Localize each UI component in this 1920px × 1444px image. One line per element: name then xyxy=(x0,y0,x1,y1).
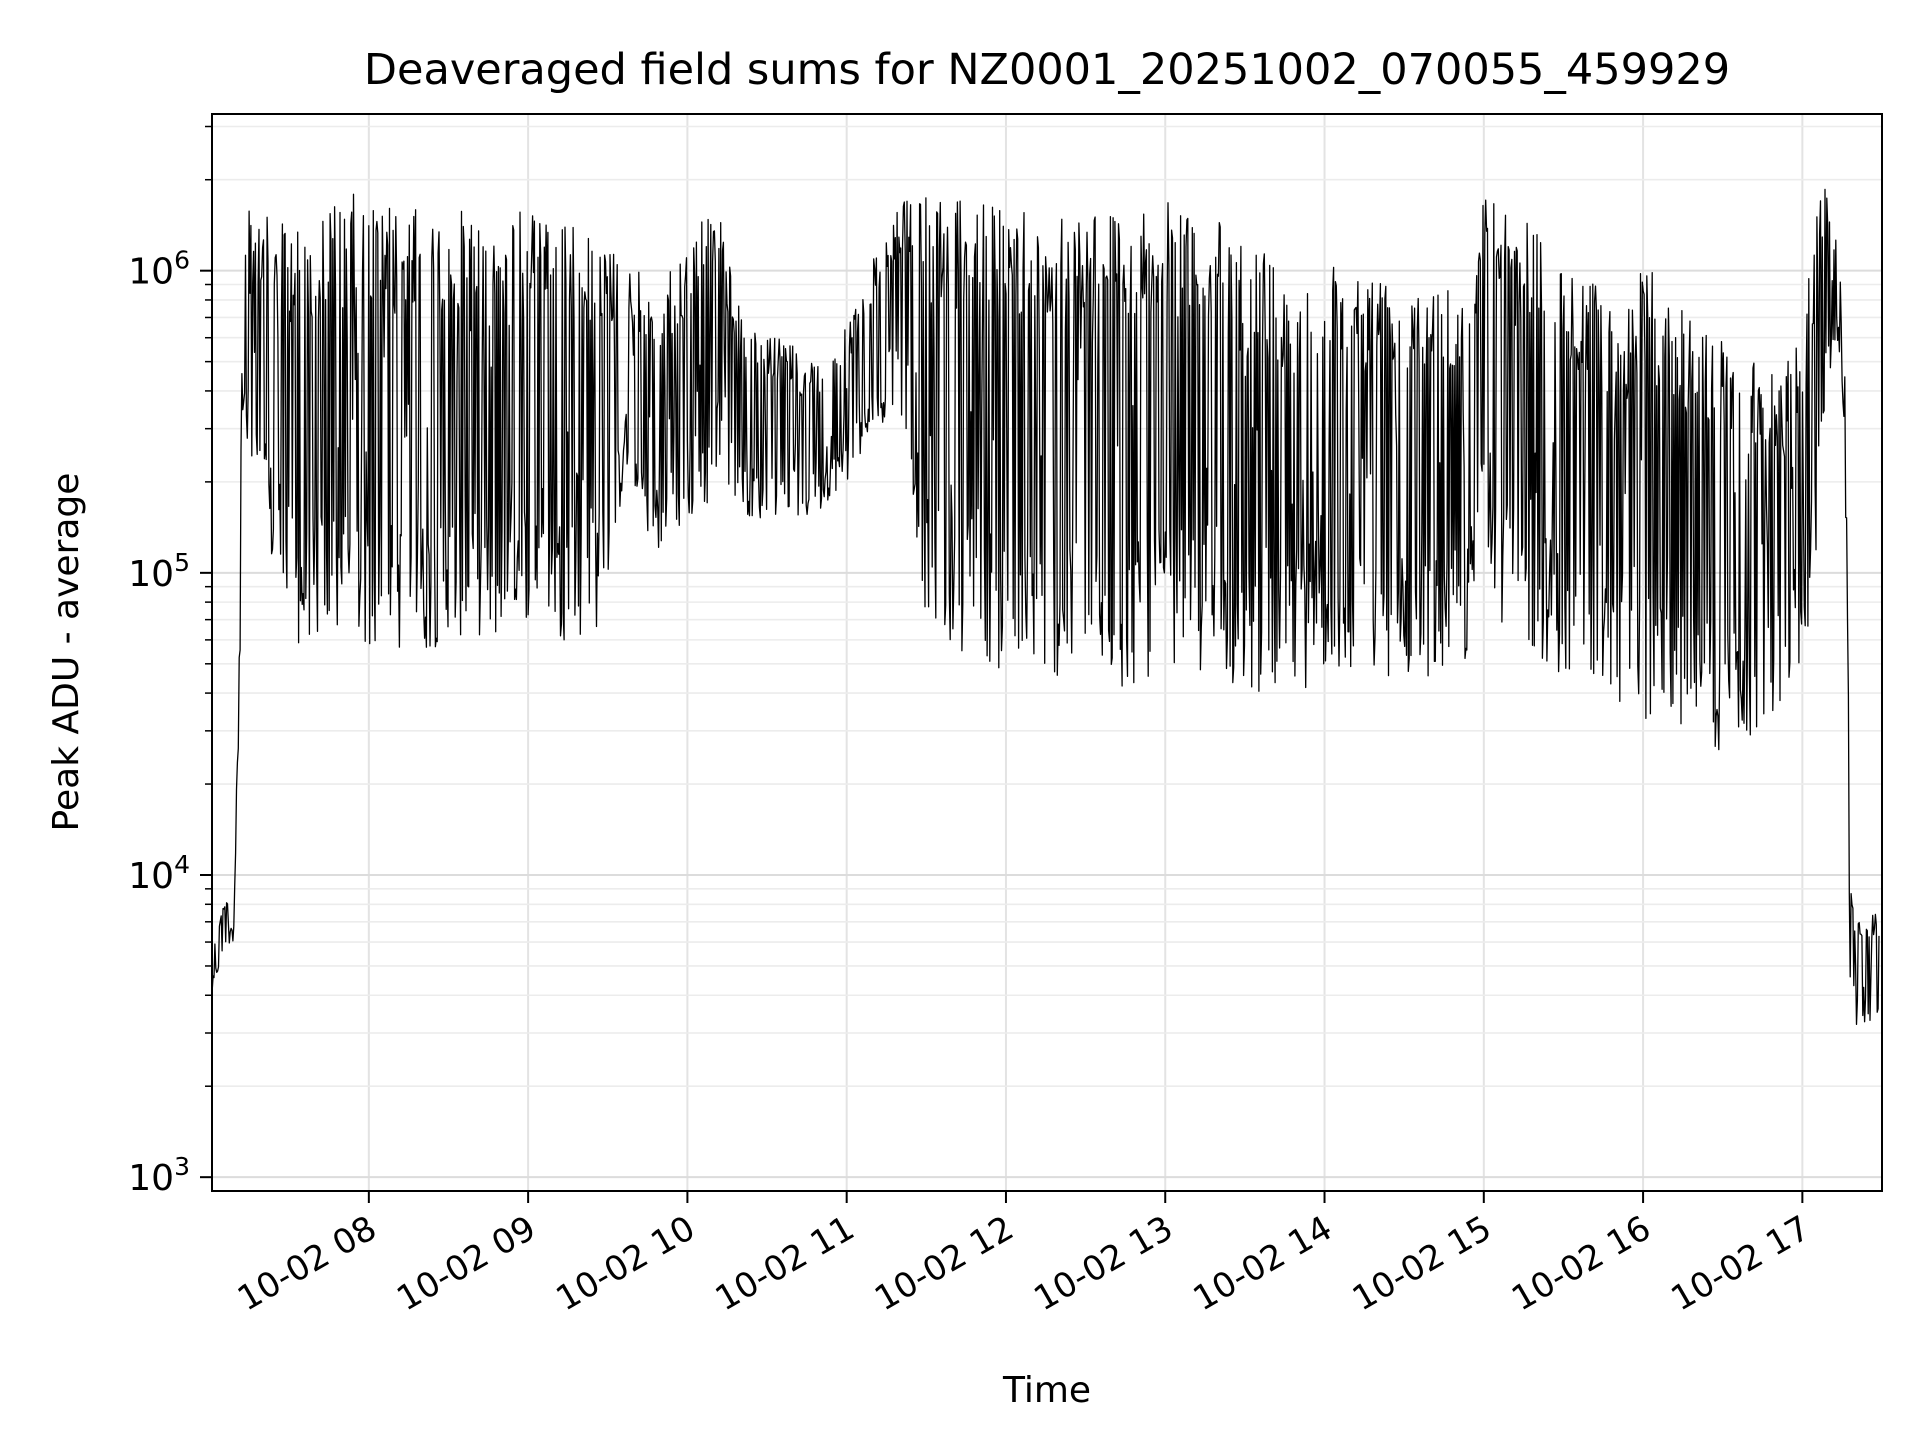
series-line xyxy=(211,188,1880,1026)
y-tick-exponent: 4 xyxy=(174,850,190,879)
chart-title: Deaveraged field sums for NZ0001_2025100… xyxy=(364,45,1730,95)
y-axis-label: Peak ADU - average xyxy=(46,473,87,832)
y-tick-exponent: 6 xyxy=(174,246,190,275)
y-tick-label: 105 xyxy=(128,548,190,595)
plot-frame xyxy=(211,113,1883,1192)
y-tick-exponent: 3 xyxy=(174,1152,190,1181)
y-tick-base: 10 xyxy=(128,554,174,595)
x-axis-label: Time xyxy=(1002,1370,1091,1411)
y-tick-label: 106 xyxy=(128,246,190,293)
y-tick-base: 10 xyxy=(128,856,174,897)
y-tick-label: 103 xyxy=(128,1152,190,1199)
y-tick-base: 10 xyxy=(128,252,174,293)
grid-lines xyxy=(212,114,1882,1191)
series-layer xyxy=(211,188,1880,1026)
y-tick-label: 104 xyxy=(128,850,190,897)
y-tick-exponent: 5 xyxy=(174,548,190,577)
y-tick-base: 10 xyxy=(128,1158,174,1199)
